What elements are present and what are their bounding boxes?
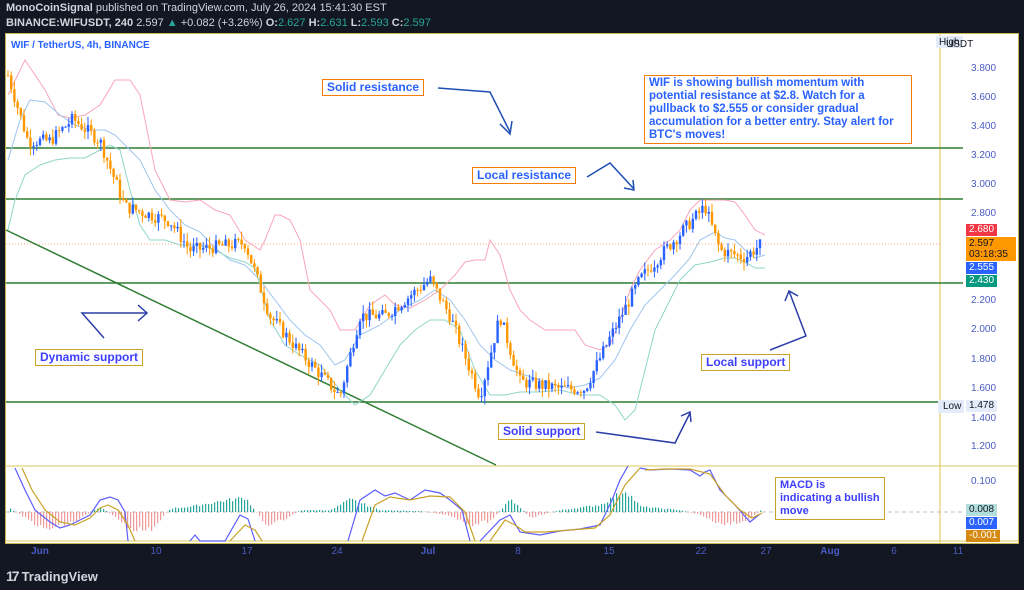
close-label: C: — [391, 17, 404, 29]
arrow-solid-resistance — [437, 87, 511, 133]
price-tick: 2.800 — [971, 208, 997, 219]
arrowhead-dynamic-support — [137, 304, 149, 322]
signal-line-4 — [489, 467, 641, 542]
tradingview-brand[interactable]: 17 TradingView — [6, 568, 98, 584]
price-tick: 3.000 — [971, 179, 997, 190]
arrowhead-solid-resistance — [499, 120, 513, 136]
time-tick: Jul — [420, 546, 436, 557]
signal-line-5 — [644, 468, 763, 519]
author-name[interactable]: MonoCoinSignal — [6, 2, 93, 14]
signal-line-3 — [361, 495, 476, 542]
lower-band-tag: 2.430 — [966, 275, 998, 287]
price-tick: 1.400 — [971, 413, 997, 424]
note-solid-support[interactable]: Solid support — [498, 423, 586, 440]
bollinger-lower — [7, 144, 765, 421]
last-price-tag: 2.597 03:18:35 — [966, 237, 1016, 261]
arrowhead-local-support — [784, 289, 799, 302]
upper-band-tag: 2.680 — [966, 224, 998, 236]
price-tick: 1.200 — [971, 441, 997, 452]
time-tick: 22 — [695, 546, 707, 557]
last-price: 2.597 — [136, 17, 164, 29]
price-tick: 1.600 — [971, 383, 997, 394]
macd-line-2 — [189, 514, 256, 542]
price-change: +0.082 (+3.26%) — [180, 17, 263, 29]
arrowhead-local-resistance — [623, 179, 635, 191]
time-tick: 17 — [241, 546, 253, 557]
tradingview-logo-icon: 17 — [6, 568, 20, 584]
arrowhead-solid-support — [680, 410, 692, 423]
low-marker: Low — [943, 401, 962, 412]
histogram-tag: 0.008 — [966, 504, 998, 516]
time-tick: Aug — [820, 546, 840, 557]
macd-lines — [14, 465, 763, 542]
price-tick: 3.600 — [971, 92, 997, 103]
note-macd[interactable]: MACD is indicating a bullish move — [775, 477, 885, 520]
bar-countdown: 03:18:35 — [969, 249, 1008, 260]
arrow-local-resistance — [586, 162, 635, 190]
symbol-info: BINANCE:WIFUSDT, 240 2.597 ▲ +0.082 (+3.… — [6, 17, 431, 29]
price-tick: 3.200 — [971, 150, 997, 161]
macd-tick: 0.100 — [971, 476, 997, 487]
high-label: H: — [308, 17, 321, 29]
note-dynamic-support[interactable]: Dynamic support — [35, 349, 144, 366]
bollinger-bands — [7, 58, 766, 421]
note-local-resistance[interactable]: Local resistance — [472, 167, 577, 184]
bollinger-basis — [7, 99, 766, 389]
arrow-solid-support — [595, 412, 691, 444]
time-tick: 10 — [150, 546, 162, 557]
horizontal-levels[interactable] — [6, 147, 963, 403]
high-value: 2.631 — [320, 17, 348, 29]
signal-tag: -0.001 — [966, 530, 1001, 542]
arrow-local-support — [769, 290, 807, 351]
high-label-bg — [936, 36, 963, 48]
high-marker: High — [939, 37, 960, 48]
macd-histogram — [10, 492, 762, 532]
price-tick: 3.400 — [971, 121, 997, 132]
note-idea[interactable]: WIF is showing bullish momentum with pot… — [644, 75, 912, 144]
time-tick: Jun — [31, 546, 49, 557]
published-text: published on TradingView.com, July 26, 2… — [95, 2, 387, 14]
time-tick: 15 — [603, 546, 615, 557]
currency-label[interactable]: USDT — [946, 39, 974, 50]
time-tick: 8 — [515, 546, 521, 557]
time-tick: 24 — [331, 546, 343, 557]
time-tick: 6 — [891, 546, 897, 557]
low-label-bg — [938, 400, 964, 413]
symbol: BINANCE:WIFUSDT, 240 — [6, 17, 134, 29]
dynamic-support-trendline[interactable] — [5, 229, 497, 466]
close-value: 2.597 — [403, 17, 431, 29]
publish-info: MonoCoinSignal published on TradingView.… — [6, 2, 387, 14]
macd-tag: 0.007 — [966, 517, 998, 529]
price-tick: 2.000 — [971, 324, 997, 335]
macd-line — [14, 467, 129, 542]
low-label: L: — [350, 17, 362, 29]
arrow-dynamic-support — [80, 312, 147, 339]
candlestick-series[interactable] — [6, 70, 762, 405]
basis-tag: 2.555 — [966, 262, 998, 274]
signal-line-2 — [229, 524, 263, 542]
price-tick: 1.800 — [971, 354, 997, 365]
time-tick: 27 — [760, 546, 772, 557]
signal-line — [21, 467, 136, 542]
note-local-support[interactable]: Local support — [701, 354, 791, 371]
last-price-value: 2.597 — [969, 238, 995, 249]
open-label: O: — [265, 17, 278, 29]
note-solid-resistance[interactable]: Solid resistance — [322, 79, 425, 96]
open-value: 2.627 — [277, 17, 306, 29]
macd-line-4 — [479, 465, 629, 542]
low-value: 2.593 — [361, 17, 389, 29]
price-tick: 3.800 — [971, 63, 997, 74]
time-tick: 11 — [952, 546, 964, 557]
bollinger-upper — [7, 58, 766, 351]
price-tick: 2.200 — [971, 295, 997, 306]
low-value-tag: 1.478 — [966, 400, 998, 412]
annotation-arrows[interactable] — [80, 87, 807, 444]
brand-name: TradingView — [21, 568, 98, 584]
chart-legend-title[interactable]: WIF / TetherUS, 4h, BINANCE — [11, 40, 150, 51]
up-arrow-icon: ▲ — [166, 17, 178, 29]
